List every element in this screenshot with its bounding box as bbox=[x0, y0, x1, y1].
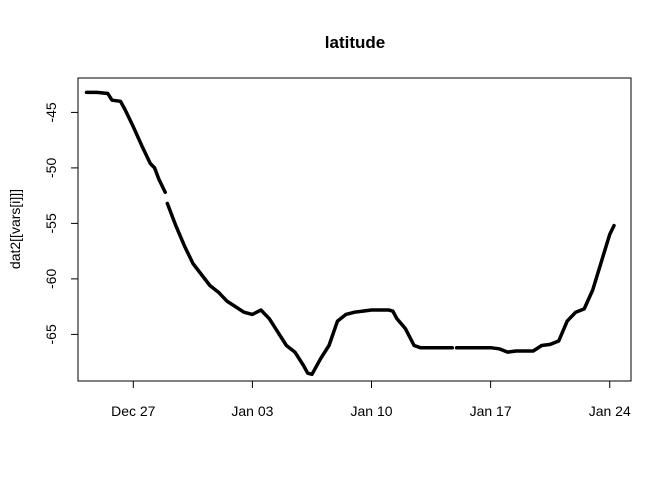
y-axis-label: dat2[[vars[i]]] bbox=[7, 189, 23, 269]
x-tick-label: Jan 17 bbox=[470, 403, 512, 419]
x-axis: Dec 27 Jan 03 Jan 10 Jan 17 Jan 24 bbox=[111, 381, 631, 419]
y-axis: -45 -50 -55 -60 -65 bbox=[43, 102, 78, 345]
x-tick-label: Jan 10 bbox=[350, 403, 392, 419]
x-tick-label: Dec 27 bbox=[111, 403, 156, 419]
x-tick-label: Jan 24 bbox=[589, 403, 631, 419]
series-line-segment bbox=[84, 90, 167, 195]
y-tick-label: -50 bbox=[43, 158, 59, 178]
series-line-segment bbox=[454, 223, 616, 354]
x-tick-label: Jan 03 bbox=[231, 403, 273, 419]
y-tick-label: -60 bbox=[43, 269, 59, 289]
plot-frame bbox=[77, 77, 632, 382]
series-latitude bbox=[84, 90, 616, 377]
y-tick-label: -65 bbox=[43, 324, 59, 344]
y-tick-label: -45 bbox=[43, 102, 59, 122]
series-line-segment bbox=[165, 201, 455, 377]
y-tick-label: -55 bbox=[43, 213, 59, 233]
chart-title: latitude bbox=[325, 33, 385, 52]
